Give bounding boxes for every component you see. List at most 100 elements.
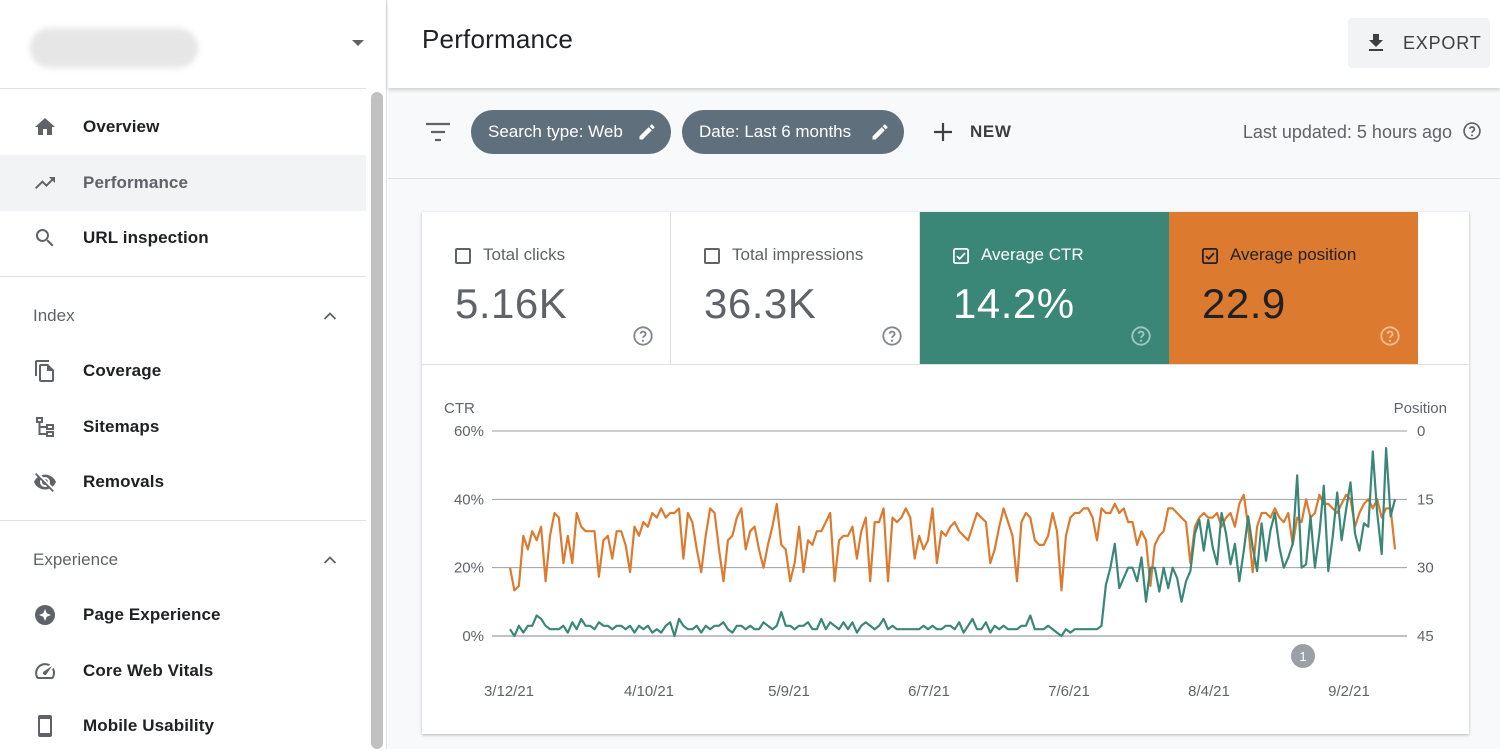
last-updated-text: Last updated: 5 hours ago [1242, 122, 1452, 142]
sidebar-item-url-inspection[interactable]: URL inspection [0, 210, 366, 266]
edit-pencil-icon[interactable] [637, 122, 657, 142]
chip-label: Search type: Web [488, 122, 623, 141]
search-icon [35, 229, 54, 247]
sidebar-item-label: Sitemaps [83, 417, 160, 436]
metric-checkbox[interactable] [704, 248, 720, 264]
sidebar-item-label: Mobile Usability [83, 716, 215, 735]
metric-value: 5.16K [455, 280, 568, 327]
sidebar-item-label: Overview [83, 117, 160, 136]
page-header: Performance EXPORT [388, 0, 1500, 88]
file-copy-icon [35, 360, 54, 382]
property-name-redacted [30, 28, 198, 68]
metric-total-clicks[interactable]: Total clicks 5.16K [422, 212, 671, 364]
chevron-up-icon [323, 312, 337, 320]
page-title: Performance [422, 24, 574, 54]
chart-ticks: 60% 40% 20% 0% 0 15 30 45 3/12/21 4/10/21 5/9/21 6/… [454, 423, 1434, 700]
metric-total-impressions[interactable]: Total impressions 36.3K [671, 212, 920, 364]
right-tick-label: 30 [1417, 560, 1434, 577]
metric-name: Average position [1230, 245, 1357, 264]
left-tick-label: 40% [454, 491, 484, 508]
sidebar-item-core-web-vitals[interactable]: Core Web Vitals [0, 643, 366, 699]
chip-date-range[interactable]: Date: Last 6 months [682, 110, 904, 154]
page-experience-icon [35, 605, 55, 625]
filter-bar: Search type: Web Date: Last 6 months NEW… [388, 88, 1500, 179]
sidebar-divider [0, 520, 366, 521]
left-axis-label: CTR [444, 400, 475, 417]
metric-average-position[interactable]: Average position 22.9 [1169, 212, 1418, 364]
sidebar-item-mobile-usability[interactable]: Mobile Usability [0, 698, 366, 754]
export-button[interactable]: EXPORT [1348, 18, 1490, 68]
annotation-marker-circle [1291, 644, 1315, 668]
sidebar-item-label: Removals [83, 472, 165, 491]
right-tick-label: 0 [1417, 423, 1425, 440]
sidebar-divider [0, 276, 366, 277]
new-filter-button[interactable]: NEW [928, 110, 1028, 154]
x-tick-label: 8/4/21 [1188, 683, 1230, 700]
series-line-average-position[interactable] [508, 493, 1397, 592]
section-header-experience[interactable]: Experience [0, 532, 366, 588]
caret-down-icon[interactable] [352, 40, 364, 46]
sidebar-item-sitemaps[interactable]: Sitemaps [0, 399, 366, 455]
sidebar-item-label: Performance [83, 173, 189, 192]
filter-list-icon[interactable] [425, 121, 451, 143]
section-label: Index [33, 306, 75, 325]
help-circle-icon[interactable] [1462, 121, 1482, 141]
right-tick-label: 45 [1417, 628, 1434, 645]
metric-value: 14.2% [953, 280, 1075, 327]
x-tick-label: 4/10/21 [624, 683, 674, 700]
checkbox-checked-icon[interactable] [953, 248, 969, 264]
right-axis-label: Position [1394, 400, 1447, 417]
chart-series [508, 446, 1397, 638]
help-circle-icon[interactable] [632, 325, 654, 347]
help-circle-icon[interactable] [1379, 325, 1401, 347]
x-tick-label: 5/9/21 [768, 683, 810, 700]
smartphone-icon [38, 715, 52, 737]
metric-divider [670, 212, 671, 364]
section-header-index[interactable]: Index [0, 288, 366, 344]
download-icon [1369, 34, 1383, 51]
sidebar-item-label: URL inspection [83, 228, 209, 247]
left-tick-label: 20% [454, 560, 484, 577]
speed-gauge-icon [35, 663, 55, 679]
chip-label: Date: Last 6 months [699, 122, 852, 141]
visibility-off-icon [34, 473, 56, 492]
right-tick-label: 15 [1417, 491, 1434, 508]
help-circle-icon[interactable] [1130, 325, 1152, 347]
chart-gridlines [492, 430, 1407, 637]
sidebar: Overview Performance URL inspection Inde… [0, 0, 387, 749]
export-label: EXPORT [1403, 33, 1482, 53]
help-circle-icon[interactable] [881, 325, 903, 347]
chart-annotation-marker[interactable]: 1 [1291, 644, 1315, 668]
metric-name: Average CTR [981, 245, 1084, 264]
sitemap-icon [36, 417, 54, 437]
edit-pencil-icon[interactable] [870, 122, 890, 142]
x-tick-label: 7/6/21 [1048, 683, 1090, 700]
sidebar-scrollbar-thumb[interactable] [371, 92, 383, 749]
property-selector[interactable] [0, 0, 386, 89]
new-filter-label: NEW [970, 122, 1012, 141]
x-tick-label: 3/12/21 [484, 683, 534, 700]
x-tick-label: 6/7/21 [908, 683, 950, 700]
metric-value: 36.3K [704, 280, 817, 327]
metric-average-ctr[interactable]: Average CTR 14.2% [920, 212, 1169, 364]
chip-search-type[interactable]: Search type: Web [471, 110, 671, 154]
metric-name: Total impressions [732, 245, 864, 264]
metric-name: Total clicks [483, 245, 566, 264]
performance-chart: CTR Position 60% 40% 20% 0% 0 15 30 45 3/12/21 4/… [444, 400, 1447, 700]
sidebar-item-overview[interactable]: Overview [0, 99, 366, 155]
sidebar-item-page-experience[interactable]: Page Experience [0, 587, 366, 643]
home-icon [35, 118, 55, 135]
sidebar-item-label: Page Experience [83, 605, 221, 624]
metric-row-divider [422, 364, 1469, 365]
checkbox-checked-icon[interactable] [1202, 248, 1218, 264]
sidebar-item-removals[interactable]: Removals [0, 454, 366, 510]
metric-value: 22.9 [1202, 280, 1286, 327]
sidebar-item-coverage[interactable]: Coverage [0, 343, 366, 399]
chevron-up-icon [323, 556, 337, 564]
left-tick-label: 0% [462, 628, 484, 645]
sidebar-item-performance[interactable]: Performance [0, 155, 366, 211]
performance-card: Total clicks 5.16K Total impressions 36.… [422, 212, 1469, 734]
x-tick-label: 9/2/21 [1328, 683, 1370, 700]
series-line-average-ctr[interactable] [509, 446, 1397, 638]
metric-checkbox[interactable] [455, 248, 471, 264]
